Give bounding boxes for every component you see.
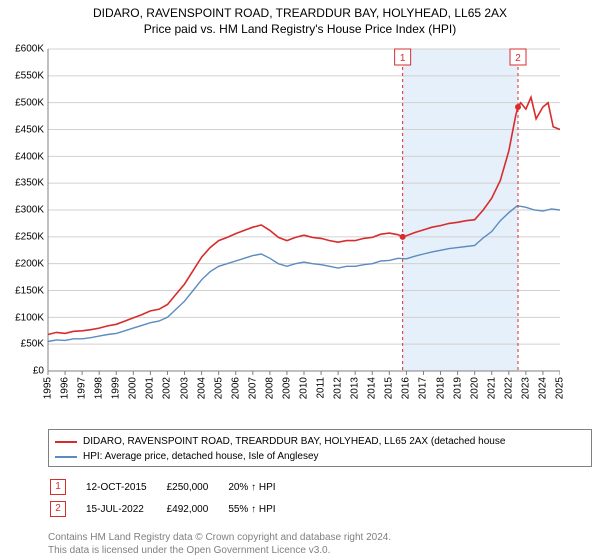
x-tick-label: 1998 xyxy=(94,377,105,399)
marker-table: 1 12-OCT-2015 £250,000 20% ↑ HPI 2 15-JU… xyxy=(48,475,296,521)
legend-swatch-property xyxy=(55,441,77,443)
chart-title-block: DIDARO, RAVENSPOINT ROAD, TREARDDUR BAY,… xyxy=(0,0,600,37)
x-tick-label: 1997 xyxy=(77,377,88,399)
x-tick-label: 2013 xyxy=(350,377,361,399)
x-tick-label: 2023 xyxy=(520,377,531,399)
y-tick-label: £0 xyxy=(4,366,44,377)
x-tick-label: 2019 xyxy=(452,377,463,399)
marker-box-1: 1 xyxy=(50,479,66,495)
marker-price-2: £492,000 xyxy=(167,499,227,519)
y-tick-label: £300K xyxy=(4,205,44,216)
x-tick-label: 1999 xyxy=(111,377,122,399)
y-tick-label: £600K xyxy=(4,44,44,55)
legend-item-property: DIDARO, RAVENSPOINT ROAD, TREARDDUR BAY,… xyxy=(55,434,585,449)
marker-price-1: £250,000 xyxy=(167,477,227,497)
y-tick-label: £150K xyxy=(4,285,44,296)
y-tick-label: £200K xyxy=(4,258,44,269)
x-tick-label: 2020 xyxy=(469,377,480,399)
x-tick-label: 2018 xyxy=(435,377,446,399)
y-tick-label: £100K xyxy=(4,312,44,323)
title-line-2: Price paid vs. HM Land Registry's House … xyxy=(0,22,600,38)
legend-item-hpi: HPI: Average price, detached house, Isle… xyxy=(55,449,585,464)
y-tick-label: £450K xyxy=(4,124,44,135)
legend-label-hpi: HPI: Average price, detached house, Isle… xyxy=(83,449,319,464)
x-tick-label: 2011 xyxy=(316,377,327,399)
svg-text:2: 2 xyxy=(515,53,521,64)
marker-date-2: 15-JUL-2022 xyxy=(86,499,165,519)
footnote-line-2: This data is licensed under the Open Gov… xyxy=(48,544,600,557)
x-tick-label: 1996 xyxy=(60,377,71,399)
x-tick-label: 2022 xyxy=(503,377,514,399)
x-tick-label: 2010 xyxy=(299,377,310,399)
y-tick-label: £550K xyxy=(4,71,44,82)
x-tick-label: 2007 xyxy=(247,377,258,399)
x-tick-label: 1995 xyxy=(43,377,54,399)
chart-svg: 12 xyxy=(0,41,560,421)
x-tick-label: 2016 xyxy=(401,377,412,399)
legend-label-property: DIDARO, RAVENSPOINT ROAD, TREARDDUR BAY,… xyxy=(83,434,505,449)
x-tick-label: 2006 xyxy=(230,377,241,399)
marker-row-1: 1 12-OCT-2015 £250,000 20% ↑ HPI xyxy=(50,477,294,497)
marker-delta-1: 20% ↑ HPI xyxy=(228,477,293,497)
y-tick-label: £500K xyxy=(4,97,44,108)
x-tick-label: 2003 xyxy=(179,377,190,399)
marker-date-1: 12-OCT-2015 xyxy=(86,477,165,497)
x-tick-label: 2000 xyxy=(128,377,139,399)
x-tick-label: 2025 xyxy=(555,377,566,399)
x-tick-label: 2005 xyxy=(213,377,224,399)
footnote: Contains HM Land Registry data © Crown c… xyxy=(48,531,600,557)
price-chart: 12 £0£50K£100K£150K£200K£250K£300K£350K£… xyxy=(0,41,560,421)
x-tick-label: 2001 xyxy=(145,377,156,399)
x-tick-label: 2015 xyxy=(384,377,395,399)
y-tick-label: £250K xyxy=(4,232,44,243)
x-tick-label: 2021 xyxy=(486,377,497,399)
x-tick-label: 2008 xyxy=(264,377,275,399)
x-tick-label: 2012 xyxy=(333,377,344,399)
y-tick-label: £400K xyxy=(4,151,44,162)
y-tick-label: £350K xyxy=(4,178,44,189)
x-tick-label: 2014 xyxy=(367,377,378,399)
x-tick-label: 2004 xyxy=(196,377,207,399)
x-tick-label: 2024 xyxy=(537,377,548,399)
legend-swatch-hpi xyxy=(55,456,77,458)
x-tick-label: 2017 xyxy=(418,377,429,399)
marker-delta-2: 55% ↑ HPI xyxy=(228,499,293,519)
title-line-1: DIDARO, RAVENSPOINT ROAD, TREARDDUR BAY,… xyxy=(0,6,600,22)
footnote-line-1: Contains HM Land Registry data © Crown c… xyxy=(48,531,600,544)
marker-row-2: 2 15-JUL-2022 £492,000 55% ↑ HPI xyxy=(50,499,294,519)
marker-box-2: 2 xyxy=(50,501,66,517)
legend: DIDARO, RAVENSPOINT ROAD, TREARDDUR BAY,… xyxy=(48,429,592,467)
x-tick-label: 2009 xyxy=(281,377,292,399)
y-tick-label: £50K xyxy=(4,339,44,350)
svg-text:1: 1 xyxy=(400,53,406,64)
x-tick-label: 2002 xyxy=(162,377,173,399)
